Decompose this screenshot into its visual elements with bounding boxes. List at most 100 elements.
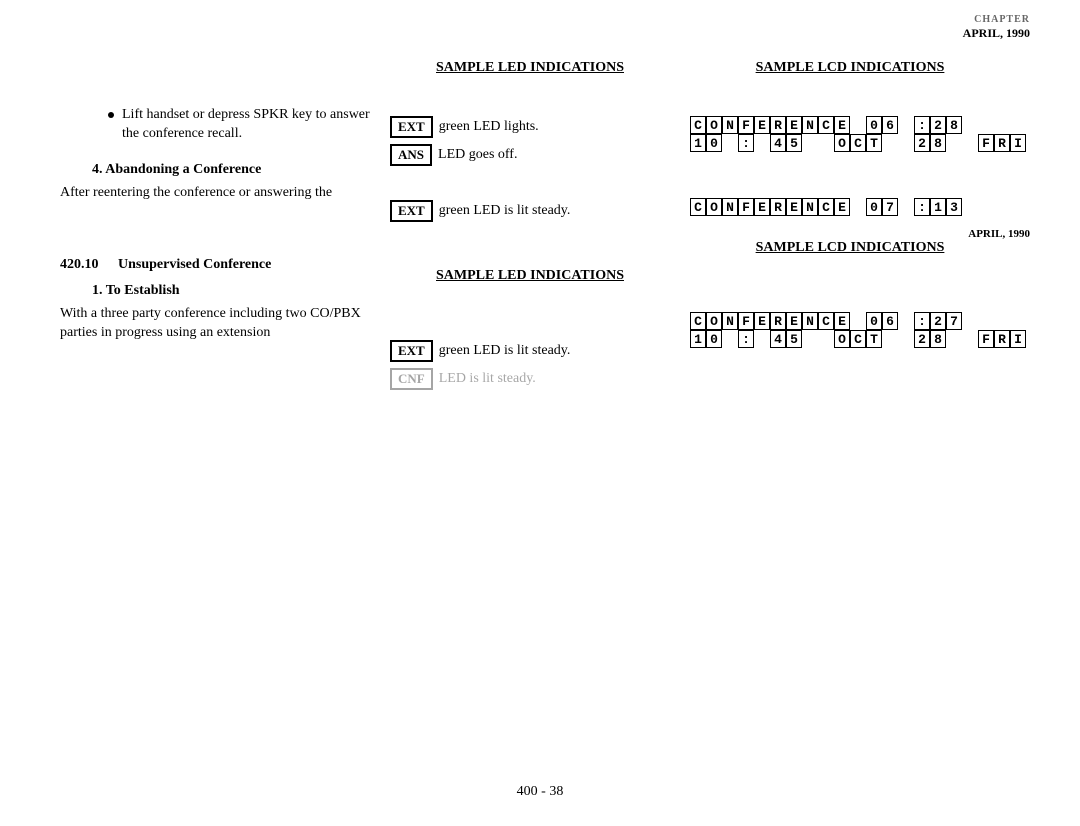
lcd-cell <box>898 198 914 216</box>
lcd-cell: C <box>690 116 706 134</box>
lcd-cell: : <box>914 116 930 134</box>
lcd-cell: 1 <box>930 198 946 216</box>
lcd-cell: 5 <box>786 134 802 152</box>
lcd-cell: N <box>802 116 818 134</box>
lcd-cell: C <box>690 198 706 216</box>
chapter-fragment: CHAPTER <box>963 14 1030 26</box>
led-text-2: LED goes off. <box>438 147 517 163</box>
lcd-cell: T <box>866 330 882 348</box>
lcd-cell: 0 <box>866 198 882 216</box>
lcd-cell: 1 <box>690 134 706 152</box>
lcd-cell: 4 <box>770 330 786 348</box>
lcd-cell: E <box>834 116 850 134</box>
lcd-cell: N <box>722 312 738 330</box>
lcd-row: CONFERENCE06:27 <box>690 312 1026 330</box>
lcd-cell: 2 <box>914 330 930 348</box>
lcd-cell: : <box>738 330 754 348</box>
lcd-cell: 2 <box>930 116 946 134</box>
lcd-cell: 7 <box>882 198 898 216</box>
lcd-cell: I <box>1010 134 1026 152</box>
bullet-text: Lift handset or depress SPKR key to answ… <box>122 106 370 144</box>
lcd-cell: 2 <box>914 134 930 152</box>
led-text-4: green LED is lit steady. <box>439 343 571 359</box>
lcd-cell <box>818 330 834 348</box>
lcd-cell: R <box>770 116 786 134</box>
lcd-cell: O <box>706 198 722 216</box>
lcd-cell <box>946 134 962 152</box>
led-column: SAMPLE LED INDICATIONS EXT green LED lig… <box>390 60 670 396</box>
page-number: 400 - 38 <box>517 784 564 800</box>
lcd-cell: R <box>994 330 1010 348</box>
lcd-cell: 2 <box>930 312 946 330</box>
lcd-cell: 0 <box>706 330 722 348</box>
lcd-cell: O <box>706 116 722 134</box>
lcd-cell <box>754 330 770 348</box>
lcd-cell: E <box>834 312 850 330</box>
lcd-cell <box>946 330 962 348</box>
lcd-cell <box>898 116 914 134</box>
lcd-cell <box>962 330 978 348</box>
lcd-cell: C <box>690 312 706 330</box>
lcd-cell: F <box>738 116 754 134</box>
lcd-row: CONFERENCE06:28 <box>690 116 1026 134</box>
lcd-cell <box>818 134 834 152</box>
lcd-cell: E <box>754 198 770 216</box>
led-row-5: CNF LED is lit steady. <box>390 368 670 390</box>
lcd-cell: F <box>738 312 754 330</box>
lcd-cell <box>962 134 978 152</box>
lcd-cell: E <box>786 198 802 216</box>
lcd-cell: : <box>914 198 930 216</box>
lcd-cell: N <box>722 116 738 134</box>
lcd-cell: 0 <box>866 312 882 330</box>
subhead-to-establish: 1. To Establish <box>60 283 370 299</box>
subhead-abandoning: 4. Abandoning a Conference <box>60 162 370 178</box>
led-text-5: LED is lit steady. <box>439 371 536 387</box>
body-after-reenter: After reentering the conference or answe… <box>60 184 370 203</box>
lcd-cell: O <box>834 134 850 152</box>
lcd-cell <box>882 134 898 152</box>
page-header: CHAPTER APRIL, 1990 <box>963 14 1030 40</box>
lcd-cell: R <box>994 134 1010 152</box>
lcd-cell: I <box>1010 330 1026 348</box>
lcd-row: 10:45OCT28FRI <box>690 134 1026 152</box>
lcd-cell: N <box>802 198 818 216</box>
lcd-cell <box>898 330 914 348</box>
lcd-cell: 0 <box>866 116 882 134</box>
lcd-cell <box>882 330 898 348</box>
led-row-3: EXT green LED is lit steady. <box>390 200 670 222</box>
lcd-cell: 0 <box>706 134 722 152</box>
section-420-10: 420.10 Unsupervised Conference <box>60 257 370 273</box>
lcd-cell: C <box>818 116 834 134</box>
led-header-2: SAMPLE LED INDICATIONS <box>390 268 670 284</box>
led-box-ext-2: EXT <box>390 200 433 222</box>
lcd-cell: C <box>818 198 834 216</box>
lcd-cell: T <box>866 134 882 152</box>
bullet-icon <box>108 112 114 118</box>
lcd-cell: R <box>770 312 786 330</box>
lcd-cell: 8 <box>930 330 946 348</box>
lcd-cell: 4 <box>770 134 786 152</box>
lcd-cell <box>898 312 914 330</box>
lcd-cell: 3 <box>946 198 962 216</box>
page-date: APRIL, 1990 <box>963 26 1030 40</box>
lcd-display-2: CONFERENCE07:13 <box>690 198 962 216</box>
lcd-header-1: SAMPLE LCD INDICATIONS <box>690 60 1010 76</box>
lcd-cell: E <box>754 312 770 330</box>
lcd-cell: O <box>706 312 722 330</box>
section-title: Unsupervised Conference <box>118 257 271 273</box>
lcd-cell <box>850 198 866 216</box>
lcd-cell: N <box>722 198 738 216</box>
lcd-cell: F <box>978 330 994 348</box>
lcd-cell: F <box>738 198 754 216</box>
led-row-1: EXT green LED lights. <box>390 116 670 138</box>
lcd-cell: 6 <box>882 116 898 134</box>
lcd-cell: E <box>786 116 802 134</box>
lcd-cell: 7 <box>946 312 962 330</box>
lcd-row: CONFERENCE07:13 <box>690 198 962 216</box>
lcd-cell: 1 <box>690 330 706 348</box>
led-row-4: EXT green LED is lit steady. <box>390 340 670 362</box>
lcd-cell <box>802 134 818 152</box>
lcd-cell: 5 <box>786 330 802 348</box>
lcd-cell <box>802 330 818 348</box>
led-text-3: green LED is lit steady. <box>439 203 571 219</box>
